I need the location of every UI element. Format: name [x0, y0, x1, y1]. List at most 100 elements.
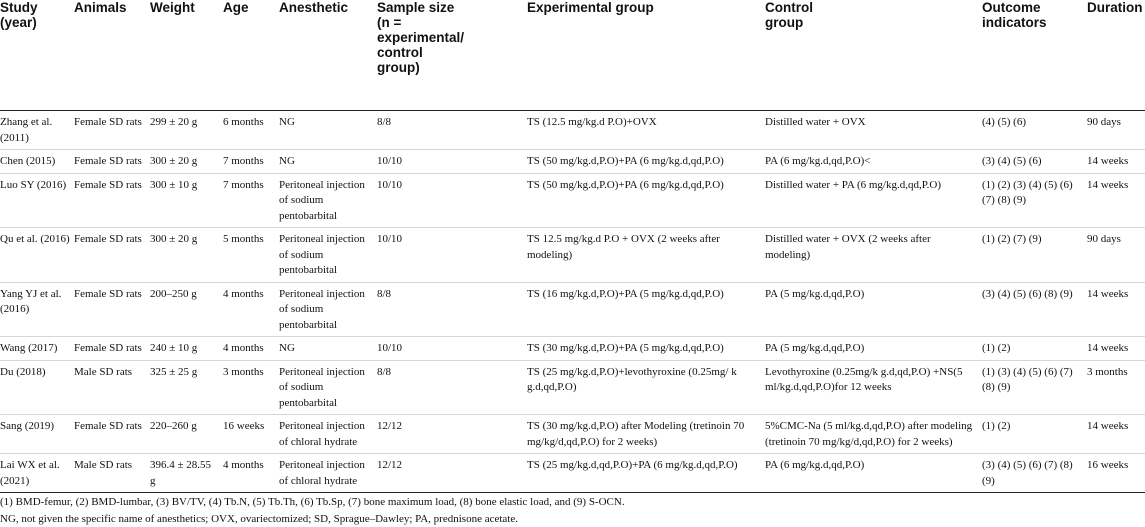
age-cell: 4 months	[223, 336, 279, 361]
sample-size-cell: 12/12	[377, 414, 527, 454]
outcome-indicators-cell: (3) (4) (5) (6)	[982, 149, 1087, 174]
duration-cell: 14 weeks	[1087, 282, 1145, 337]
experimental-group-cell: TS (25 mg/kg.d,P.O)+levothyroxine (0.25m…	[527, 360, 765, 415]
study-cell: Yang YJ et al. (2016)	[0, 282, 74, 337]
anesthetic-cell: Peritoneal injection of sodium pentobarb…	[279, 360, 377, 415]
footnote-abbreviations: NG, not given the specific name of anest…	[0, 513, 518, 525]
column-header: Study (year)	[0, 0, 74, 111]
column-header: Animals	[74, 0, 150, 111]
age-cell: 4 months	[223, 453, 279, 493]
footnote-outcome-key: (1) BMD-femur, (2) BMD-lumbar, (3) BV/TV…	[0, 496, 625, 508]
sample-size-cell: 12/12	[377, 453, 527, 493]
age-cell: 4 months	[223, 282, 279, 337]
column-header: Control group	[765, 0, 982, 111]
outcome-indicators-cell: (3) (4) (5) (6) (7) (8) (9)	[982, 453, 1087, 493]
outcome-indicators-cell: (1) (2) (3) (4) (5) (6) (7) (8) (9)	[982, 173, 1087, 228]
anesthetic-cell: Peritoneal injection of sodium pentobarb…	[279, 282, 377, 337]
experimental-group-cell: TS (50 mg/kg.d,P.O)+PA (6 mg/kg.d,qd,P.O…	[527, 149, 765, 174]
age-cell: 6 months	[223, 110, 279, 150]
table-row: Zhang et al. (2011) Female SD rats 299 ± 2…	[0, 110, 1145, 150]
study-cell: Luo SY (2016)	[0, 173, 74, 228]
experimental-group-cell: TS (16 mg/kg.d,P.O)+PA (5 mg/kg.d,qd,P.O…	[527, 282, 765, 337]
weight-cell: 300 ± 10 g	[150, 173, 223, 228]
anesthetic-cell: Peritoneal injection of sodium pentobarb…	[279, 227, 377, 283]
weight-cell: 220–260 g	[150, 414, 223, 454]
control-group-cell: Distilled water + PA (6 mg/kg.d,qd,P.O)	[765, 173, 982, 228]
table-body: Zhang et al. (2011) Female SD rats 299 ± 2…	[0, 110, 1145, 493]
table-row: Qu et al. (2016) Female SD rats 300 ± 20 g…	[0, 227, 1145, 283]
weight-cell: 300 ± 20 g	[150, 149, 223, 174]
study-cell: Qu et al. (2016)	[0, 227, 74, 283]
animals-cell: Female SD rats	[74, 336, 150, 361]
duration-cell: 14 weeks	[1087, 149, 1145, 174]
outcome-indicators-cell: (1) (2)	[982, 336, 1087, 361]
duration-cell: 90 days	[1087, 110, 1145, 150]
column-header: Experimental group	[527, 0, 765, 111]
control-group-cell: Levothyroxine (0.25mg/k g.d,qd,P.O) +NS(…	[765, 360, 982, 415]
control-group-cell: PA (6 mg/kg.d,qd,P.O)<	[765, 149, 982, 174]
table-row: Sang (2019) Female SD rats 220–260 g 16 wee…	[0, 414, 1145, 454]
weight-cell: 299 ± 20 g	[150, 110, 223, 150]
duration-cell: 16 weeks	[1087, 453, 1145, 493]
control-group-cell: Distilled water + OVX (2 weeks after mod…	[765, 227, 982, 283]
animals-cell: Female SD rats	[74, 173, 150, 228]
anesthetic-cell: NG	[279, 149, 377, 174]
column-header: Anesthetic	[279, 0, 377, 111]
experimental-group-cell: TS (30 mg/kg.d,P.O) after Modeling (tret…	[527, 414, 765, 454]
outcome-indicators-cell: (1) (3) (4) (5) (6) (7) (8) (9)	[982, 360, 1087, 415]
study-cell: Sang (2019)	[0, 414, 74, 454]
sample-size-cell: 8/8	[377, 360, 527, 415]
anesthetic-cell: NG	[279, 110, 377, 150]
anesthetic-cell: Peritoneal injection of sodium pentobarb…	[279, 173, 377, 228]
age-cell: 7 months	[223, 173, 279, 228]
outcome-indicators-cell: (4) (5) (6)	[982, 110, 1087, 150]
study-cell: Du (2018)	[0, 360, 74, 415]
animals-cell: Female SD rats	[74, 149, 150, 174]
weight-cell: 325 ± 25 g	[150, 360, 223, 415]
outcome-indicators-cell: (1) (2)	[982, 414, 1087, 454]
animals-cell: Male SD rats	[74, 360, 150, 415]
experimental-group-cell: TS (30 mg/kg.d,P.O)+PA (5 mg/kg.d,qd,P.O…	[527, 336, 765, 361]
column-header: Duration	[1087, 0, 1145, 111]
sample-size-cell: 10/10	[377, 227, 527, 283]
weight-cell: 396.4 ± 28.55 g	[150, 453, 223, 493]
animals-cell: Female SD rats	[74, 414, 150, 454]
experimental-group-cell: TS 12.5 mg/kg.d P.O + OVX (2 weeks after…	[527, 227, 765, 283]
study-cell: Lai WX et al. (2021)	[0, 453, 74, 493]
experimental-group-cell: TS (25 mg/kg.d,qd,P.O)+PA (6 mg/kg.d,qd,…	[527, 453, 765, 493]
experimental-group-cell: TS (12.5 mg/kg.d P.O)+OVX	[527, 110, 765, 150]
sample-size-cell: 8/8	[377, 282, 527, 337]
duration-cell: 14 weeks	[1087, 173, 1145, 228]
anesthetic-cell: NG	[279, 336, 377, 361]
animals-cell: Female SD rats	[74, 227, 150, 283]
table-row: Yang YJ et al. (2016) Female SD rats 200–2…	[0, 282, 1145, 337]
sample-size-cell: 10/10	[377, 336, 527, 361]
control-group-cell: PA (5 mg/kg.d,qd,P.O)	[765, 336, 982, 361]
sample-size-cell: 8/8	[377, 110, 527, 150]
age-cell: 5 months	[223, 227, 279, 283]
animals-cell: Female SD rats	[74, 110, 150, 150]
header-row: Study (year) Animals Weight Age Anesthet…	[0, 0, 1145, 111]
duration-cell: 14 weeks	[1087, 414, 1145, 454]
experimental-group-cell: TS (50 mg/kg.d,P.O)+PA (6 mg/kg.d,qd,P.O…	[527, 173, 765, 228]
animals-cell: Female SD rats	[74, 282, 150, 337]
study-cell: Wang (2017)	[0, 336, 74, 361]
animals-cell: Male SD rats	[74, 453, 150, 493]
duration-cell: 14 weeks	[1087, 336, 1145, 361]
age-cell: 3 months	[223, 360, 279, 415]
column-header: Sample size (n = experimental/ control g…	[377, 0, 527, 111]
duration-cell: 3 months	[1087, 360, 1145, 415]
study-cell: Chen (2015)	[0, 149, 74, 174]
control-group-cell: PA (5 mg/kg.d,qd,P.O)	[765, 282, 982, 337]
sample-size-cell: 10/10	[377, 149, 527, 174]
control-group-cell: Distilled water + OVX	[765, 110, 982, 150]
outcome-indicators-cell: (3) (4) (5) (6) (8) (9)	[982, 282, 1087, 337]
column-header: Outcome indicators	[982, 0, 1087, 111]
anesthetic-cell: Peritoneal injection of chloral hydrate	[279, 453, 377, 493]
weight-cell: 200–250 g	[150, 282, 223, 337]
